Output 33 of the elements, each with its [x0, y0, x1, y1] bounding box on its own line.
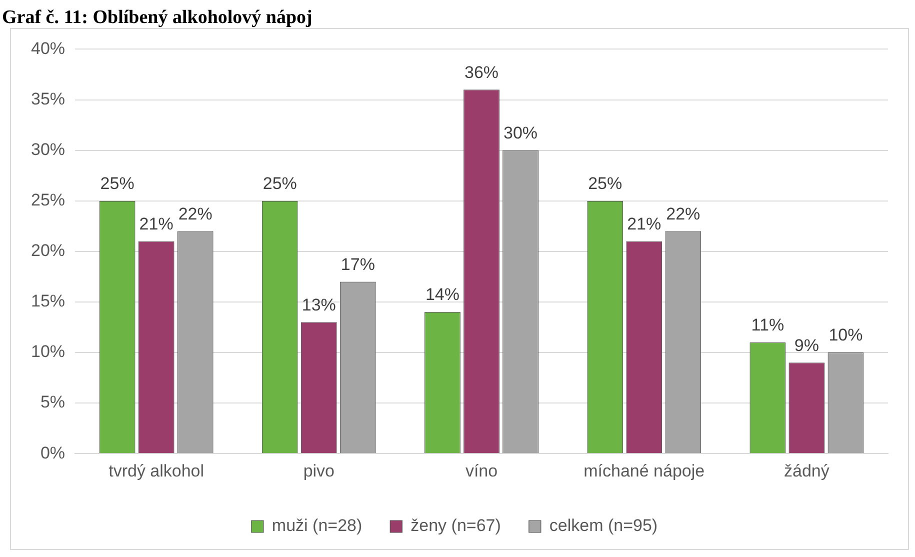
y-tick-label: 20%: [30, 241, 66, 260]
legend-label: celkem (n=95): [549, 516, 658, 536]
y-tick-label: 35%: [30, 89, 66, 108]
data-label: 17%: [340, 254, 375, 274]
data-label: 25%: [262, 174, 297, 194]
x-tick-label: pivo: [303, 461, 335, 480]
y-tick-label: 5%: [40, 392, 66, 412]
data-label: 14%: [425, 285, 460, 304]
x-tick-label: míchané nápoje: [584, 461, 705, 480]
chart-title: Graf č. 11: Oblíbený alkoholový nápoj: [2, 7, 314, 28]
data-label: 21%: [627, 214, 662, 234]
data-label: 22%: [666, 204, 700, 224]
data-label: 36%: [464, 62, 499, 82]
legend-label: ženy (n=67): [410, 516, 501, 536]
y-tick-label: 0%: [40, 443, 66, 462]
y-tick-label: 15%: [30, 292, 66, 311]
data-label: 30%: [504, 123, 538, 142]
y-tick-label: 10%: [30, 342, 66, 362]
x-tick-label: tvrdý alkohol: [108, 461, 204, 480]
x-tick-label: víno: [465, 461, 498, 480]
x-tick-label: žádný: [784, 461, 830, 480]
y-tick-label: 25%: [30, 190, 66, 210]
data-label: 22%: [178, 204, 212, 224]
data-label: 25%: [588, 174, 622, 194]
legend-label: muži (n=28): [272, 516, 362, 536]
data-label: 11%: [751, 316, 784, 335]
y-tick-label: 30%: [30, 140, 66, 159]
data-label: 25%: [100, 174, 134, 194]
data-label: 13%: [302, 295, 336, 314]
y-tick-label: 40%: [30, 38, 66, 58]
data-label: 9%: [794, 336, 819, 355]
data-label: 21%: [139, 214, 174, 234]
data-label: 10%: [828, 326, 863, 345]
